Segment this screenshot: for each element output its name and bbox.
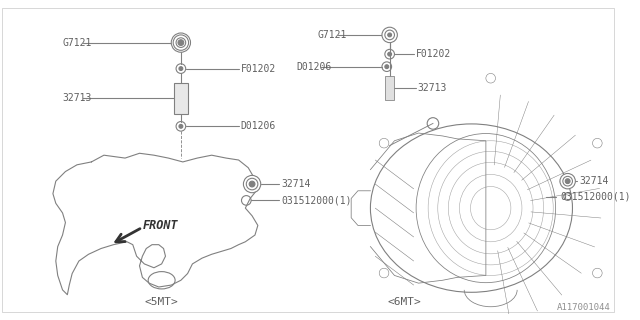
Text: D01206: D01206 xyxy=(296,62,332,72)
Text: FRONT: FRONT xyxy=(142,219,178,232)
Text: 32714: 32714 xyxy=(579,176,609,186)
Text: G7121: G7121 xyxy=(63,38,92,48)
Circle shape xyxy=(385,65,388,68)
Text: 32713: 32713 xyxy=(417,83,447,93)
Text: G7121: G7121 xyxy=(317,30,347,40)
Circle shape xyxy=(382,27,397,43)
Text: <6MT>: <6MT> xyxy=(387,297,421,308)
Text: <5MT>: <5MT> xyxy=(145,297,179,308)
Text: F01202: F01202 xyxy=(241,64,276,74)
Circle shape xyxy=(176,38,186,47)
Circle shape xyxy=(179,67,183,70)
Circle shape xyxy=(172,33,191,52)
Text: 32713: 32713 xyxy=(63,93,92,103)
Circle shape xyxy=(243,175,260,193)
Circle shape xyxy=(388,52,392,56)
Circle shape xyxy=(179,124,183,128)
Bar xyxy=(174,83,188,114)
Circle shape xyxy=(388,33,392,37)
Circle shape xyxy=(178,40,184,45)
Text: F01202: F01202 xyxy=(415,49,451,59)
Text: A117001044: A117001044 xyxy=(557,303,611,312)
Circle shape xyxy=(249,181,255,187)
Circle shape xyxy=(565,179,570,184)
Text: 031512000(1): 031512000(1) xyxy=(281,196,351,205)
Text: 031512000(1): 031512000(1) xyxy=(560,192,630,202)
Circle shape xyxy=(560,173,575,189)
Text: 32714: 32714 xyxy=(281,179,310,189)
Text: D01206: D01206 xyxy=(241,121,276,131)
Bar xyxy=(385,76,394,100)
